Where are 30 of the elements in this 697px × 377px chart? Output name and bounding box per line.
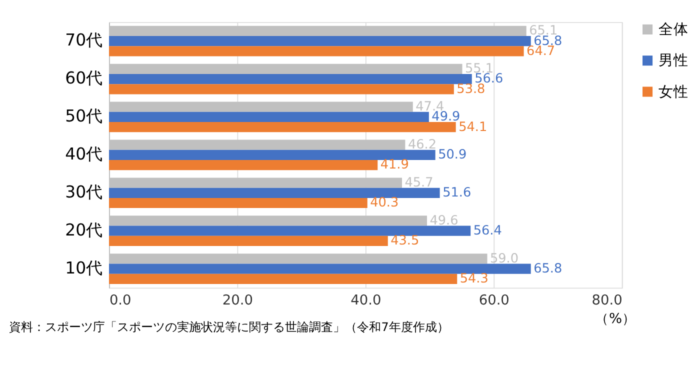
x-tick-label: 0.0 bbox=[109, 292, 132, 309]
y-tick-label: 70代 bbox=[65, 30, 102, 50]
data-label: 54.3 bbox=[460, 272, 488, 287]
data-label: 51.6 bbox=[442, 186, 472, 201]
y-tick-label: 40代 bbox=[65, 144, 102, 164]
data-label: 54.1 bbox=[458, 120, 488, 135]
data-label: 59.0 bbox=[490, 251, 519, 266]
data-label: 65.8 bbox=[534, 261, 562, 276]
data-label: 40.3 bbox=[370, 196, 399, 211]
legend-label: 女性 bbox=[658, 83, 689, 100]
x-tick-label: 80.0 bbox=[592, 292, 622, 309]
data-label: 50.9 bbox=[438, 148, 467, 163]
y-tick-label: 20代 bbox=[65, 220, 102, 240]
data-label: 56.4 bbox=[473, 223, 502, 238]
x-tick-label: 20.0 bbox=[222, 292, 253, 309]
x-axis-title: （%） bbox=[595, 311, 636, 327]
data-label: 49.6 bbox=[430, 213, 458, 228]
x-tick-label: 40.0 bbox=[350, 292, 382, 309]
data-label: 46.2 bbox=[408, 137, 436, 152]
y-tick-label: 60代 bbox=[65, 68, 102, 88]
text: 資料：スポーツ庁「スポーツの実施状況等に関する世論調査」（令和7年度作成） bbox=[9, 320, 449, 334]
data-label: 45.7 bbox=[404, 175, 434, 190]
y-tick-label: 50代 bbox=[65, 106, 102, 126]
y-tick-label: 10代 bbox=[65, 258, 102, 278]
x-tick-label: 60.0 bbox=[478, 292, 510, 309]
legend-label: 全体 bbox=[658, 21, 689, 38]
data-label: 41.9 bbox=[380, 158, 409, 173]
data-label: 43.5 bbox=[390, 234, 420, 249]
legend-label: 男性 bbox=[658, 52, 689, 70]
y-tick-label: 30代 bbox=[65, 182, 102, 202]
